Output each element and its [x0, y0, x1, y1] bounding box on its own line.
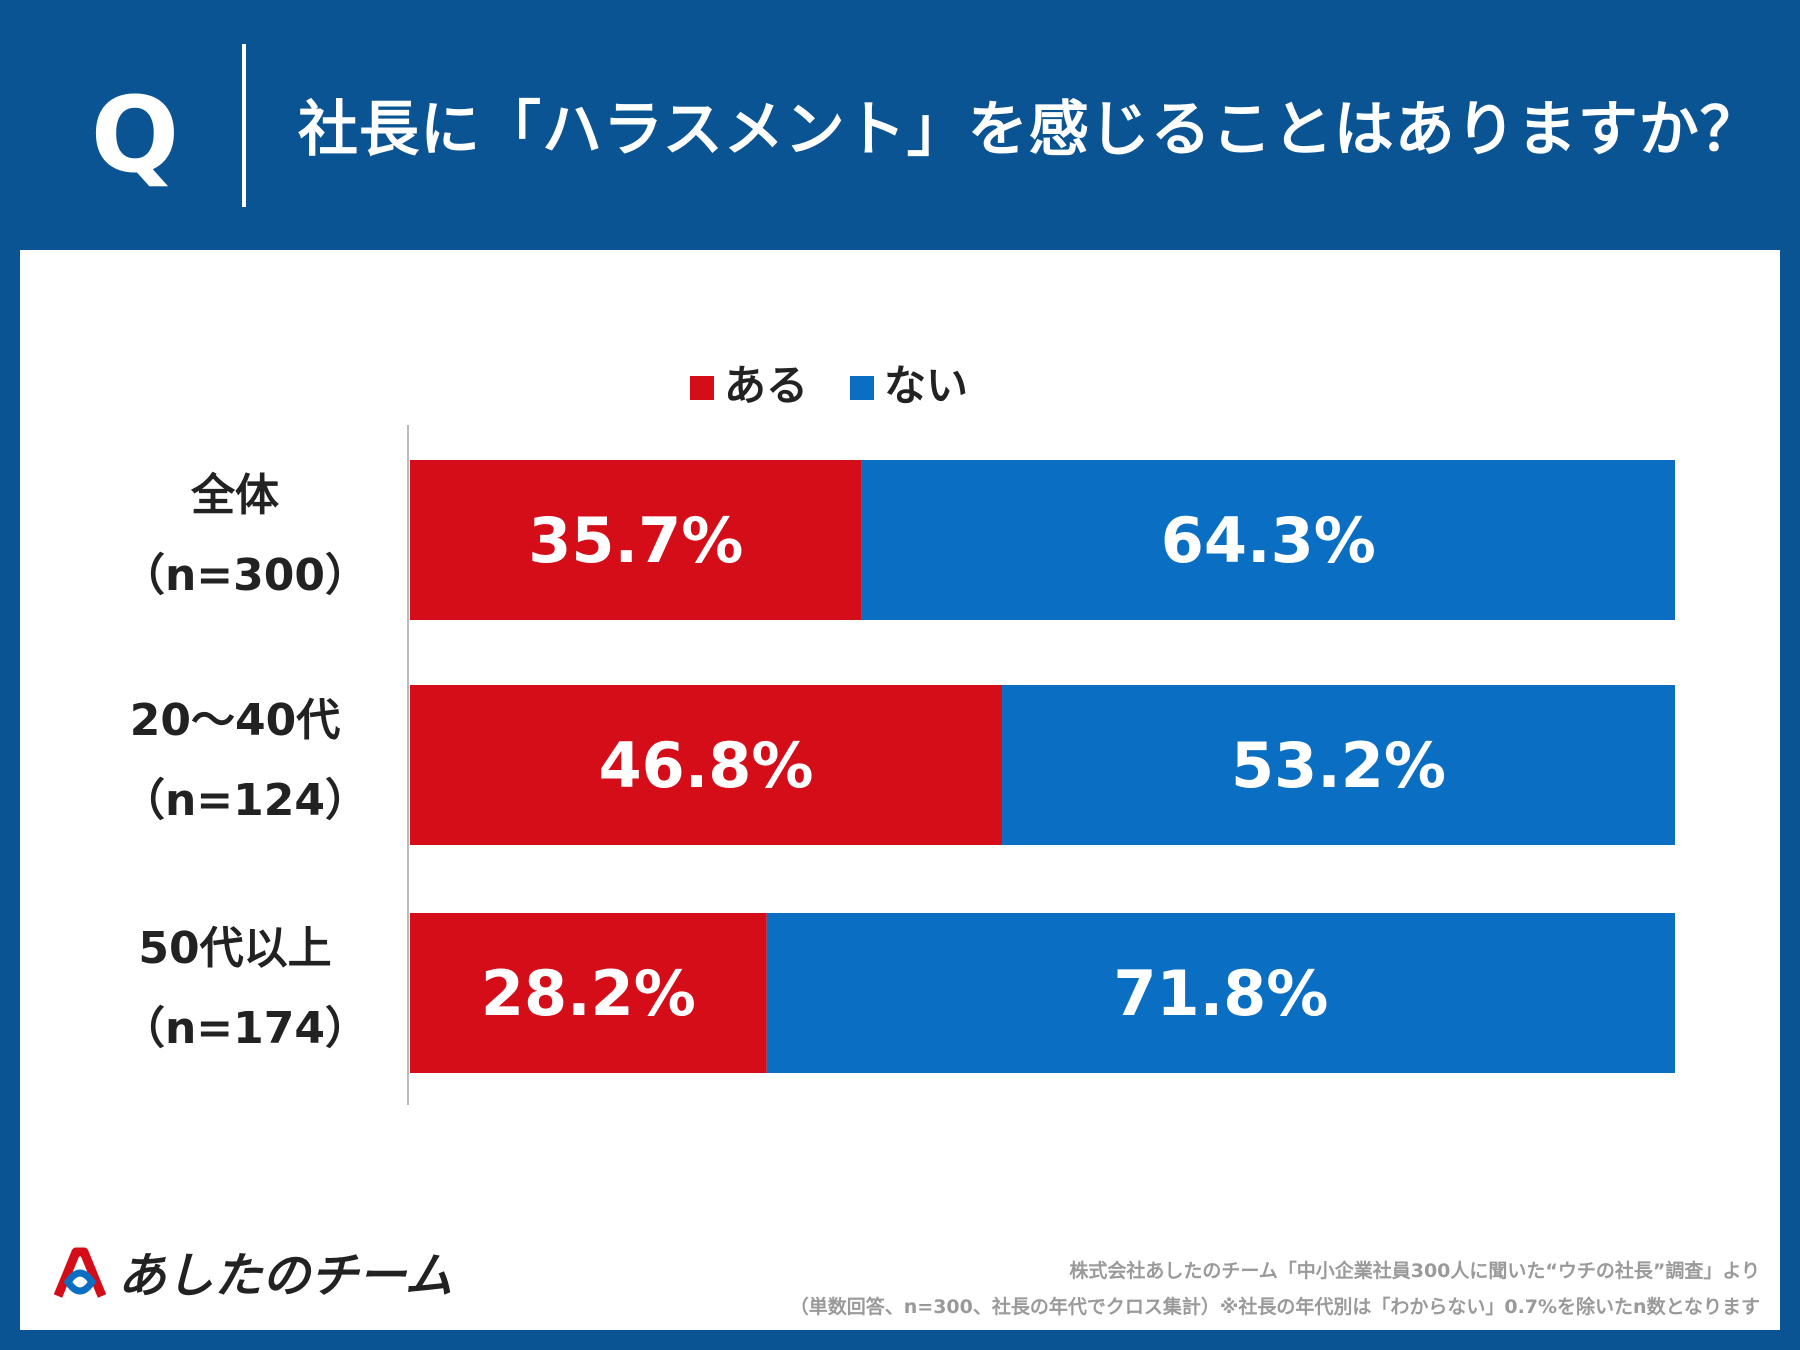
- source-line-2: （単数回答、n=300、社長の年代でクロス集計）※社長の年代別は「わからない」0…: [789, 1296, 1760, 1318]
- data-label: 35.7%: [528, 504, 743, 577]
- data-label: 53.2%: [1231, 729, 1446, 802]
- legend-label-1: ある: [724, 361, 808, 410]
- bar-nai: [766, 913, 1675, 1073]
- category-label: 全体: [190, 470, 279, 521]
- data-label: 28.2%: [481, 957, 696, 1030]
- legend-swatch-2: [850, 376, 874, 400]
- source-line-1: 株式会社あしたのチーム「中小企業社員300人に聞いた“ウチの社長”調査」より: [1069, 1260, 1760, 1282]
- header: Q 社長に「ハラスメント」を感じることはありますか？: [0, 0, 1800, 250]
- data-label: 64.3%: [1161, 504, 1376, 577]
- q-divider: [242, 44, 246, 207]
- category-label: 50代以上: [138, 923, 331, 974]
- question-title: 社長に「ハラスメント」を感じることはありますか？: [298, 95, 1761, 165]
- bar-nai: [1002, 685, 1675, 845]
- chart-panel: ある ない全体 （n=300） 35.7% 64.3% 20～40代 （n=124） 46.8…: [20, 250, 1780, 1330]
- data-label: 71.8%: [1113, 957, 1328, 1030]
- category-label: 20～40代: [130, 695, 340, 746]
- bar-nai: [861, 460, 1675, 620]
- category-n-label: （n=124）: [121, 775, 369, 826]
- category-n-label: （n=300）: [121, 550, 369, 601]
- q-mark: Q: [90, 74, 180, 196]
- logo-text: あしたのチーム: [118, 1248, 453, 1304]
- bar-aru: [410, 913, 767, 1073]
- legend-label-2: ない: [884, 361, 968, 410]
- data-label: 46.8%: [598, 729, 813, 802]
- logo: あしたのチーム: [48, 1242, 468, 1312]
- category-n-label: （n=174）: [121, 1003, 369, 1054]
- bar-aru: [410, 460, 862, 620]
- logo-mark-icon: [53, 1247, 107, 1298]
- bar-aru: [410, 685, 1003, 845]
- legend-swatch-1: [690, 376, 714, 400]
